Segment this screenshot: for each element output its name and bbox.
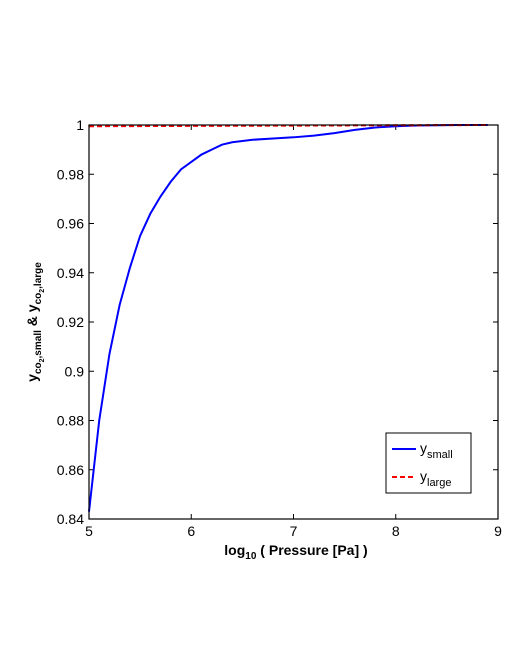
legend: ysmall ylarge [385,432,472,494]
y-axis-label: yco2,small & yco2,large [24,262,46,382]
x-tick-label: 7 [290,523,298,539]
x-tick-label: 6 [187,523,195,539]
legend-label-small: ysmall [420,440,453,461]
y-tick-label: 0.88 [57,413,84,429]
series-line-small [88,124,488,512]
y-tick-label: 0.84 [57,511,84,527]
x-tick-label: 8 [392,523,400,539]
x-tick-label: 9 [494,523,502,539]
y-tick-label: 1 [76,117,84,133]
x-tick-label: 5 [85,523,93,539]
x-axis-label: log10 ( Pressure [Pa] ) [224,542,367,562]
y-tick-label: 0.92 [57,314,84,330]
legend-box [385,432,472,494]
y-tick-label: 0.94 [57,265,84,281]
y-tick-label: 0.86 [57,462,84,478]
y-tick-label: 0.96 [57,216,84,232]
legend-label-large: ylarge [420,468,451,489]
ticks: 5 6 7 8 9 0.84 0.86 0.88 0.9 0.92 0.94 0.96 0.98 1 [57,117,502,539]
y-tick-label: 0.98 [57,166,84,182]
y-tick-label: 0.9 [65,363,85,379]
axes-box [88,124,499,520]
